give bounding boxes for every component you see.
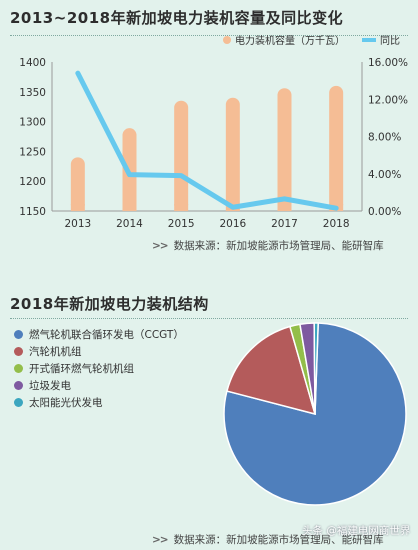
watermark: 头条 @福建电网商世界 xyxy=(302,525,411,537)
legend-swatch-capacity xyxy=(223,36,231,44)
y2-tick-label: 16.00% xyxy=(368,57,408,69)
legend-swatch xyxy=(14,381,23,390)
legend-label-capacity: 电力装机容量（万千瓦） xyxy=(235,34,345,47)
x-tick-label: 2016 xyxy=(219,218,246,230)
legend-label-yoy: 同比 xyxy=(380,35,400,47)
y2-tick-label: 12.00% xyxy=(368,94,408,106)
y-tick-label: 1200 xyxy=(19,176,46,188)
pie-slice xyxy=(226,325,317,416)
double-chevron-icon: >> xyxy=(152,240,169,252)
y-tick-label: 1350 xyxy=(19,87,46,99)
chart2-title: 2018年新加坡电力装机结构 xyxy=(10,295,209,313)
bar xyxy=(174,100,189,211)
bar xyxy=(277,88,292,211)
pie-legend-item: 垃圾发电 xyxy=(14,378,71,393)
double-chevron-icon: >> xyxy=(152,534,169,546)
y-tick-label: 1250 xyxy=(19,146,46,158)
chart1-source: >> 数据来源：新加坡能源市场管理局、能研智库 xyxy=(152,238,384,253)
yoy-line xyxy=(75,70,339,211)
x-tick-label: 2014 xyxy=(116,218,143,230)
pie-legend-item: 开式循环燃气轮机机组 xyxy=(14,361,134,376)
divider xyxy=(10,318,408,319)
legend-label: 汽轮机机组 xyxy=(29,346,82,358)
chart1-title: 2013~2018年新加坡电力装机容量及同比变化 xyxy=(10,9,344,27)
legend-swatch xyxy=(14,398,23,407)
bar xyxy=(225,97,240,211)
capacity-combo-chart: 1150 1200 1250 1300 1350 1400 0.00% 4.00% 8.00% 1… xyxy=(19,34,408,230)
chart2-source-text: 数据来源：新加坡能源市场管理局、能研智库 xyxy=(173,534,384,546)
chart1-source-text: 数据来源：新加坡能源市场管理局、能研智库 xyxy=(173,240,384,252)
y-tick-label: 1300 xyxy=(19,117,46,129)
legend-swatch xyxy=(14,364,23,373)
chart2-source: >> 数据来源：新加坡能源市场管理局、能研智库 xyxy=(152,532,384,547)
pie-legend-item: 太阳能光伏发电 xyxy=(14,395,103,410)
bar-base xyxy=(70,204,85,211)
pie-slice xyxy=(313,322,319,415)
legend-swatch xyxy=(14,330,23,339)
x-tick-label: 2015 xyxy=(168,218,195,230)
y2-tick-label: 8.00% xyxy=(368,132,401,144)
divider xyxy=(10,35,408,36)
x-tick-label: 2017 xyxy=(271,218,298,230)
y-tick-label: 1400 xyxy=(19,57,46,69)
legend-label: 太阳能光伏发电 xyxy=(29,397,103,409)
y-tick-label: 1150 xyxy=(19,206,46,218)
y2-tick-label: 4.00% xyxy=(368,169,401,181)
x-tick-label: 2013 xyxy=(64,218,91,230)
x-tick-label: 2018 xyxy=(323,218,350,230)
legend-swatch-yoy xyxy=(362,38,376,42)
pie-legend-item: 汽轮机机组 xyxy=(14,344,82,359)
y2-tick-label: 0.00% xyxy=(368,206,401,218)
bar xyxy=(329,85,344,211)
bar xyxy=(70,157,85,211)
legend-swatch xyxy=(14,347,23,356)
legend-label: 开式循环燃气轮机机组 xyxy=(29,363,134,375)
bar-base xyxy=(174,204,189,211)
bar-base xyxy=(277,204,292,211)
legend-label: 燃气轮机联合循环发电（CCGT） xyxy=(29,329,184,341)
pie-legend-item: 燃气轮机联合循环发电（CCGT） xyxy=(14,327,184,342)
legend-label: 垃圾发电 xyxy=(29,380,71,392)
bar-base xyxy=(122,204,137,211)
